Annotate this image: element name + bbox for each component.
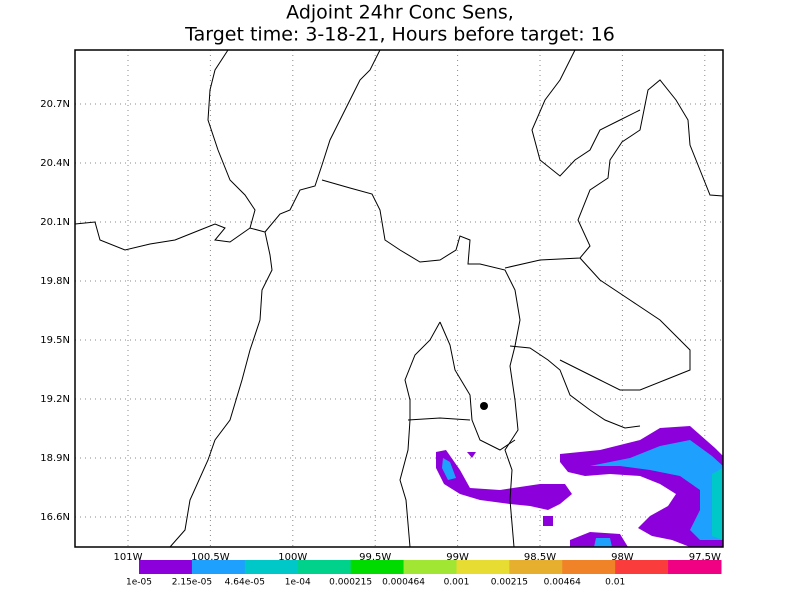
lat-label: 19.5N	[40, 335, 70, 346]
lat-label: 20.1N	[40, 217, 70, 228]
colorbar-box	[615, 560, 669, 574]
colorbar-label: 0.01	[605, 578, 625, 588]
colorbar-label: 0.00464	[544, 578, 581, 588]
lon-label: 100.5W	[191, 552, 230, 563]
lat-label: 16.6N	[40, 512, 70, 523]
colorbar-box	[244, 560, 299, 574]
border	[207, 49, 256, 229]
colorbar-box	[350, 560, 405, 574]
plot-frame	[74, 49, 724, 548]
lon-label: 98.5W	[524, 552, 556, 563]
border	[321, 179, 521, 548]
colorbar-label: 0.00215	[491, 578, 528, 588]
border	[504, 79, 724, 269]
lat-label: 18.9N	[40, 453, 70, 464]
border	[559, 257, 691, 391]
colorbar-box	[509, 560, 563, 574]
colorbar-label: 1e-05	[126, 578, 152, 588]
border	[264, 49, 381, 233]
colorbar-box	[668, 560, 722, 574]
border	[407, 417, 471, 421]
shaded-region	[436, 450, 572, 510]
lon-label: 99.5W	[359, 552, 391, 563]
colorbar-label: 0.000464	[382, 578, 425, 588]
shaded-region	[594, 538, 612, 547]
colorbar-label: 2.15e-05	[172, 578, 212, 588]
shaded-region	[442, 458, 456, 480]
colorbar-box	[403, 560, 457, 574]
colorbar: 1e-05 2.15e-05 4.64e-05 1e-04 0.000215 0.0004…	[126, 560, 722, 588]
target-marker	[480, 402, 488, 410]
border	[439, 321, 516, 451]
border	[399, 321, 441, 548]
sensitivity-shading	[436, 426, 723, 547]
lon-label: 100W	[278, 552, 307, 563]
lon-label: 97.5W	[689, 552, 721, 563]
lon-label: 98W	[611, 552, 634, 563]
shaded-region	[590, 440, 723, 540]
lat-label: 19.2N	[40, 394, 70, 405]
colorbar-label: 0.001	[444, 578, 470, 588]
colorbar-box	[562, 560, 616, 574]
border	[509, 345, 641, 429]
lat-label: 20.7N	[40, 99, 70, 110]
border	[74, 221, 273, 548]
shaded-region	[543, 516, 553, 526]
shaded-region	[712, 468, 723, 540]
axis-labels: 20.7N 20.4N 20.1N 19.8N 19.5N 19.2N 18.9N 16.6N…	[40, 99, 721, 563]
state-borders	[74, 49, 724, 548]
border	[531, 49, 641, 177]
colorbar-box	[191, 560, 246, 574]
colorbar-box	[456, 560, 510, 574]
lon-label: 101W	[114, 552, 143, 563]
title-line: Adjoint 24hr Conc Sens,	[286, 2, 514, 24]
shaded-region	[467, 452, 476, 458]
colorbar-box	[139, 560, 193, 574]
colorbar-label: 1e-04	[285, 578, 311, 588]
lat-label: 19.8N	[40, 276, 70, 287]
lon-label: 99W	[446, 552, 469, 563]
colorbar-label: 0.000215	[329, 578, 372, 588]
title-line: Target time: 3-18-21, Hours before targe…	[184, 24, 615, 46]
lat-label: 20.4N	[40, 158, 70, 169]
colorbar-box	[297, 560, 352, 574]
colorbar-label: 4.64e-05	[225, 578, 265, 588]
